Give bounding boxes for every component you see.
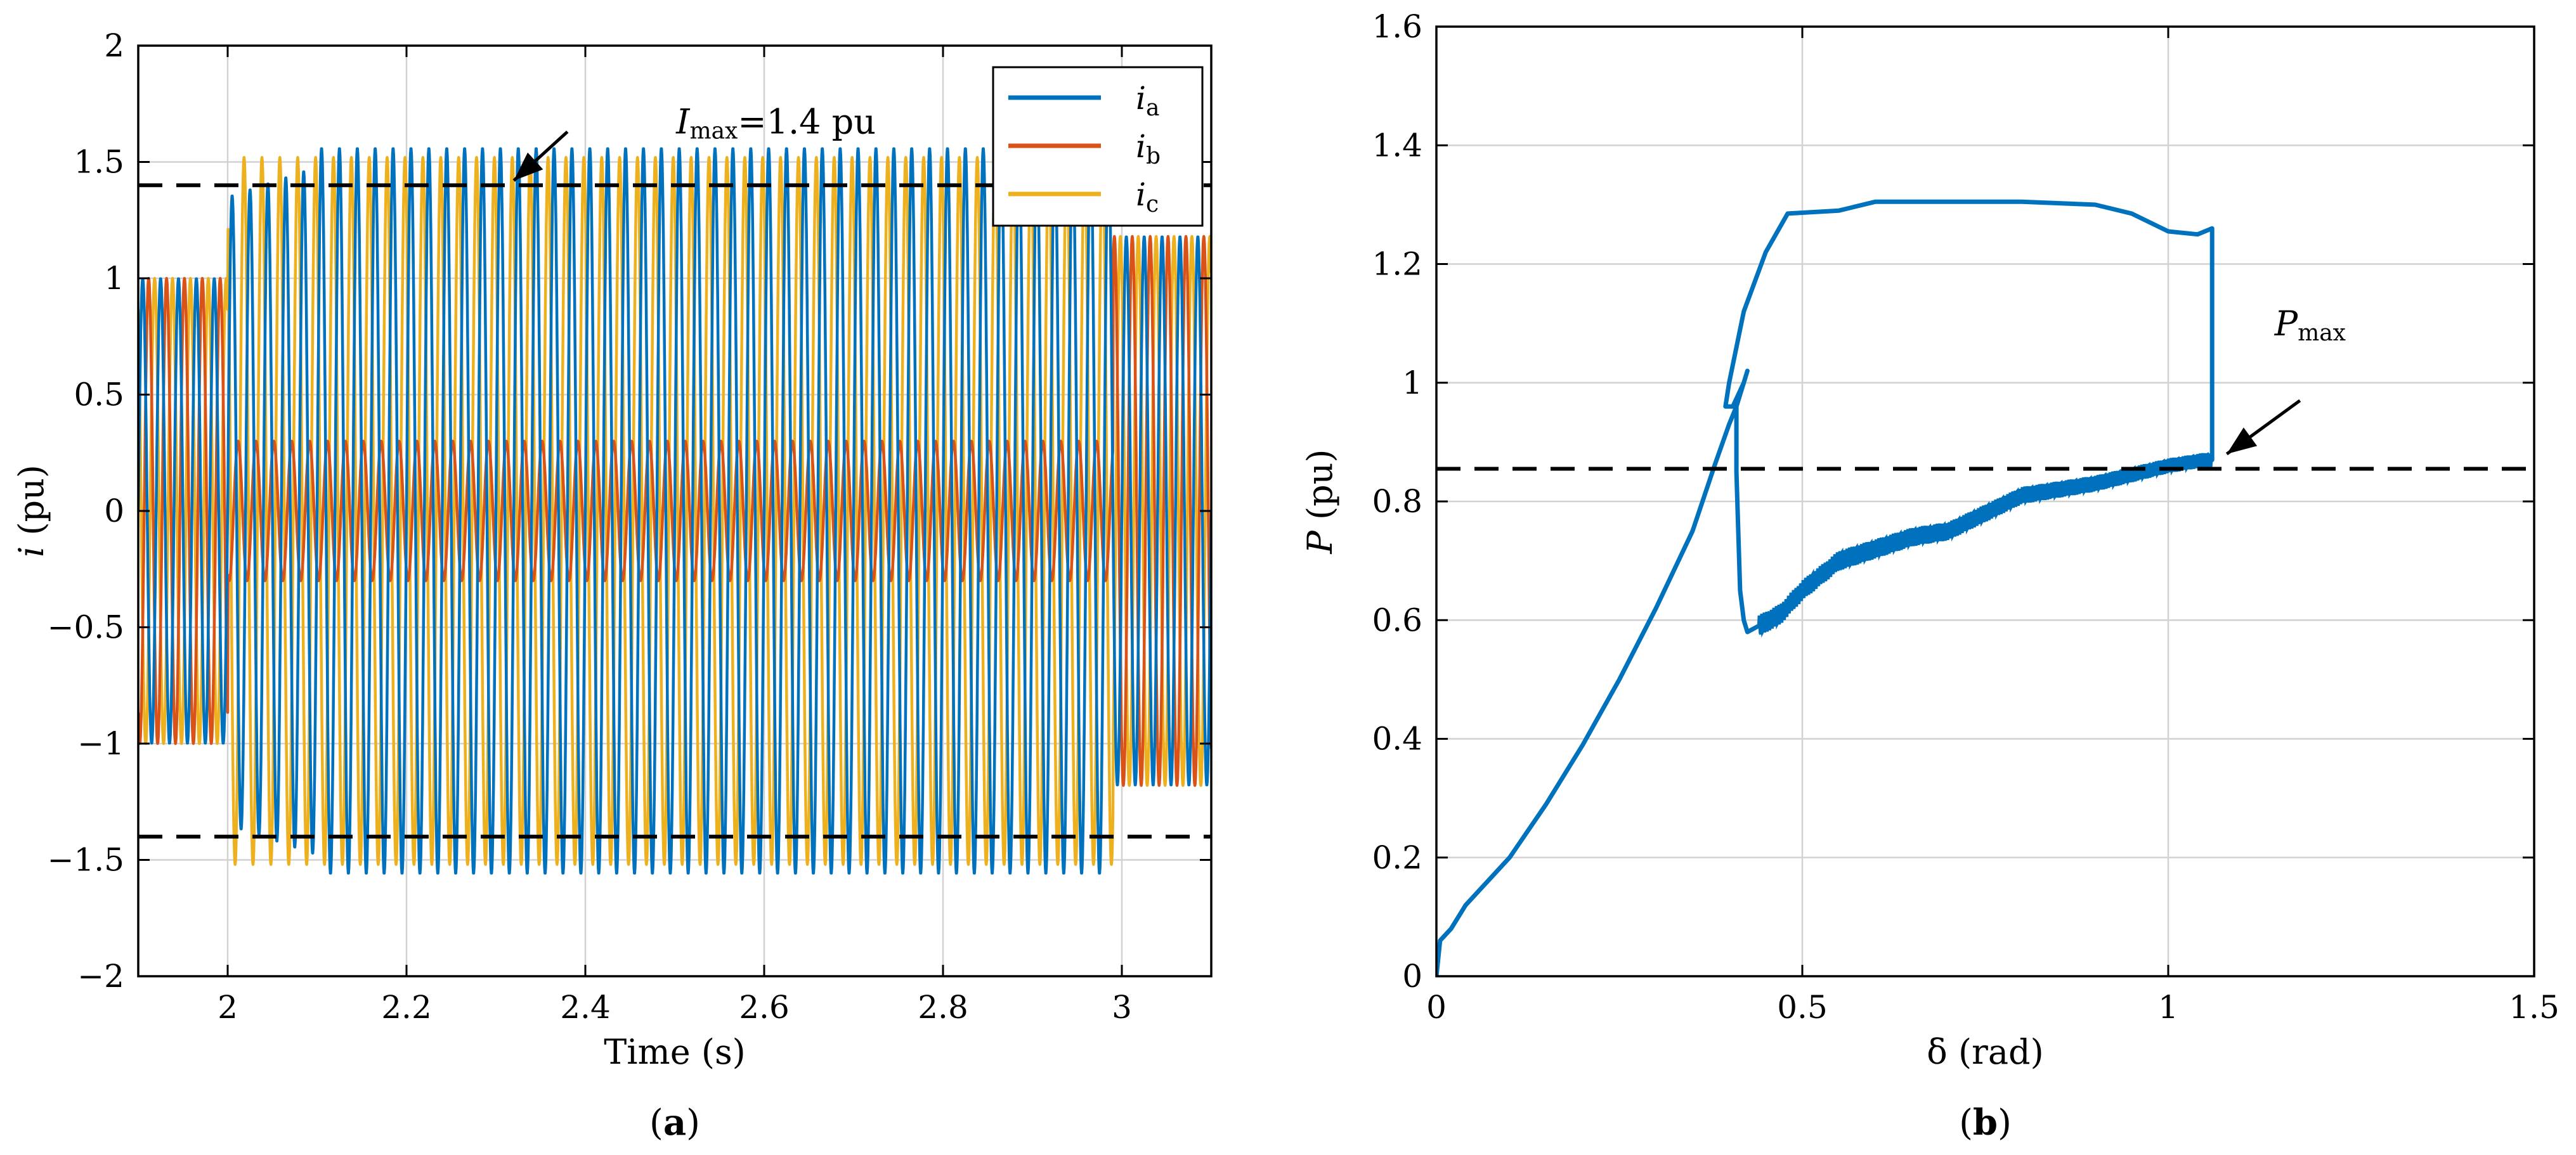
legend-label-ic: ic	[1136, 176, 1159, 217]
legend-label-ib: ib	[1136, 128, 1161, 169]
pmax-annotation-text: Pmax	[2274, 304, 2346, 346]
x-tick-label: 0.5	[1777, 989, 1828, 1026]
x-tick-label: 1.5	[2509, 989, 2560, 1026]
panel-b-x-axis-label: δ (rad)	[1927, 1032, 2043, 1072]
x-tick-label: 2.4	[560, 989, 611, 1026]
x-tick-label: 3	[1112, 989, 1132, 1026]
panel-b-power-angle: 0 0.5 1 1.5 0 0.2 0.4 0.6 0.8 1 1.2 1.4 1.6 Pmax δ (…	[1300, 8, 2560, 1144]
y-tick-label: −2	[77, 958, 124, 995]
x-tick-label: 1	[2158, 989, 2178, 1026]
y-tick-label: 0.4	[1372, 721, 1422, 758]
panel-a-x-axis-label: Time (s)	[604, 1032, 745, 1072]
panel-a-y-axis-label: i (pu)	[11, 465, 51, 557]
y-tick-label: 1.5	[74, 144, 124, 181]
x-tick-label: 2.8	[918, 989, 968, 1026]
y-tick-label: −1	[77, 725, 124, 762]
y-tick-label: −0.5	[48, 609, 124, 646]
panel-b-pmax-annotation: Pmax	[2225, 304, 2346, 456]
y-tick-label: 0.2	[1372, 839, 1422, 876]
y-tick-label: 0	[1402, 958, 1422, 995]
x-tick-label: 2.6	[739, 989, 790, 1026]
panel-a-series	[138, 147, 1211, 875]
panel-a-imax-annotation: Imax=1.4 pu	[512, 101, 876, 182]
y-tick-label: 0	[104, 493, 124, 529]
x-tick-label: 2	[218, 989, 238, 1026]
y-tick-label: 1	[104, 260, 124, 297]
y-tick-label: 2	[104, 27, 124, 64]
panel-a-current-waveforms: 2 2.2 2.4 2.6 2.8 3 −2 −1.5 −1 −0.5 0 0.5 1 1.5 2 ia ib…	[11, 27, 1213, 1144]
x-tick-label: 2.2	[381, 989, 432, 1026]
y-tick-label: 1.6	[1372, 8, 1422, 45]
oscillation-band	[1757, 452, 2214, 638]
x-tick-label: 0	[1426, 989, 1447, 1026]
y-tick-label: 0.6	[1372, 602, 1422, 638]
y-tick-label: 1	[1402, 365, 1422, 401]
annotation-arrowhead	[514, 152, 543, 181]
panel-a-legend: ia ib ic	[992, 66, 1204, 227]
panel-b-grid	[1435, 25, 2535, 978]
series-line-p-delta	[1436, 199, 2215, 976]
imax-annotation-text: Imax=1.4 pu	[675, 101, 876, 144]
panel-a-ticks: 2 2.2 2.4 2.6 2.8 3 −2 −1.5 −1 −0.5 0 0.5 1 1.5 2	[48, 27, 1211, 1026]
y-tick-label: 1.2	[1372, 246, 1422, 283]
y-tick-label: 0.8	[1372, 483, 1422, 520]
annotation-arrowhead	[2227, 427, 2258, 455]
series-line-ia	[138, 147, 1211, 875]
panel-b-series	[1436, 199, 2215, 976]
panel-b-y-axis-label: P (pu)	[1300, 449, 1340, 555]
y-tick-label: −1.5	[48, 842, 124, 879]
panel-a-label: (a)	[649, 1102, 700, 1144]
y-tick-label: 0.5	[74, 377, 124, 413]
panel-b-ticks: 0 0.5 1 1.5 0 0.2 0.4 0.6 0.8 1 1.2 1.4 1.6	[1372, 8, 2559, 1026]
panel-b-label: (b)	[1959, 1102, 2012, 1144]
legend-label-ia: ia	[1136, 80, 1159, 121]
y-tick-label: 1.4	[1372, 127, 1422, 164]
